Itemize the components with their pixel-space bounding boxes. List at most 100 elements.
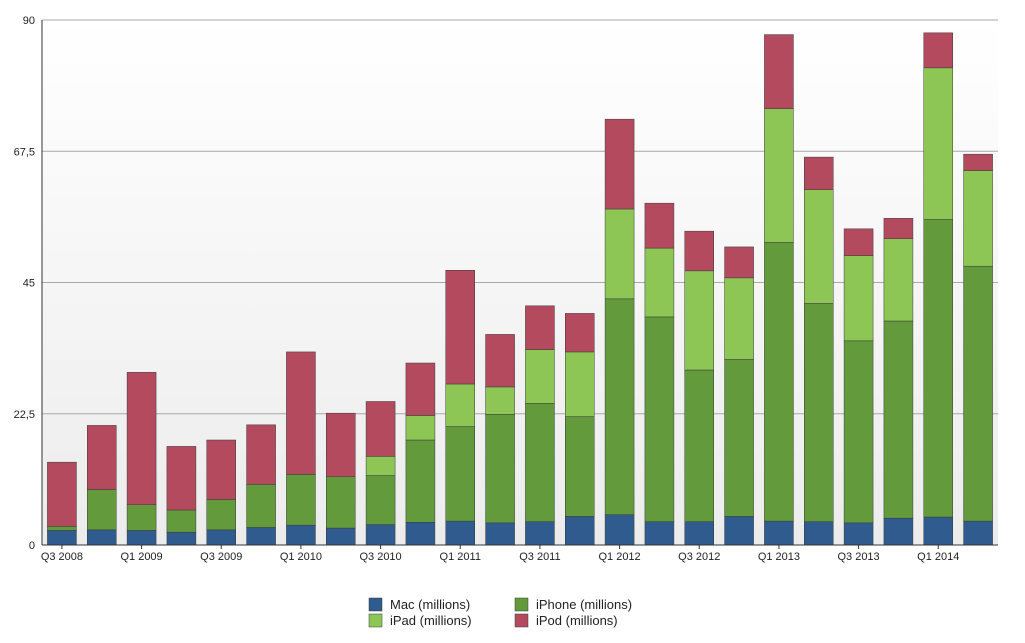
bar-segment-ipod (963, 153, 993, 171)
y-tick-label: 90 (23, 15, 35, 27)
bar-segment-ipod (326, 412, 356, 477)
bar-segment-ipad (883, 238, 914, 322)
bar-segment-iphone (166, 509, 197, 533)
bar-segment-iphone (684, 369, 714, 522)
x-tick-label: Q1 2011 (440, 551, 481, 563)
bar-segment-ipod (47, 461, 77, 527)
bar-segment-ipod (405, 362, 436, 416)
bar-segment-iphone (87, 489, 117, 531)
bar-segment-iphone (644, 316, 675, 522)
legend-label-mac: Mac (millions) (390, 597, 470, 612)
bar-segment-ipad (485, 386, 515, 415)
bar-segment-ipod (87, 425, 117, 490)
bar-segment-ipod (604, 118, 635, 210)
bar-segment-mac (126, 530, 157, 546)
x-tick-label: Q1 2009 (120, 551, 162, 563)
bar-segment-ipod (565, 313, 595, 353)
legend-swatch-ipod (514, 613, 529, 628)
bar-segment-mac (724, 516, 754, 546)
bar-segment-ipod (843, 228, 874, 256)
x-tick-label: Q3 2012 (678, 551, 720, 563)
bar-segment-iphone (565, 416, 595, 517)
bar-segment-ipod (206, 439, 236, 500)
bar-segment-mac (604, 514, 635, 546)
bar-segment-iphone (206, 499, 236, 531)
bar-segment-iphone (525, 403, 555, 522)
bar-segment-iphone (365, 475, 396, 525)
bar-segment-iphone (445, 426, 475, 522)
bar-segment-ipad (445, 383, 475, 427)
bar-segment-iphone (923, 219, 953, 518)
legend-swatch-ipad (368, 613, 383, 628)
bar-segment-mac (525, 521, 555, 546)
bar-segment-iphone (604, 298, 635, 515)
x-tick-label: Q3 2009 (200, 551, 242, 563)
x-tick-label: Q3 2011 (519, 551, 560, 563)
bar-segment-ipad (644, 247, 675, 318)
bar-segment-ipad (804, 189, 834, 304)
bar-segment-iphone (724, 359, 754, 517)
bar-segment-iphone (764, 242, 794, 522)
y-tick-label: 0 (29, 540, 35, 552)
bar-segment-iphone (485, 414, 515, 524)
bar-segment-iphone (963, 265, 993, 522)
bar-segment-ipad (525, 349, 555, 404)
gridlines (42, 19, 998, 415)
bar-segment-mac (326, 527, 356, 546)
bar-segment-ipod (923, 32, 953, 69)
legend: Mac (millions) iPhone (millions) iPad (mil… (368, 597, 632, 628)
bar-segment-ipod (126, 372, 157, 506)
bar-segment-mac (206, 529, 236, 546)
bar-segment-iphone (47, 526, 77, 531)
bar-segment-mac (843, 522, 874, 546)
bar-segment-ipad (963, 170, 993, 267)
bar-segment-ipad (724, 277, 754, 360)
bar-segment-iphone (804, 303, 834, 522)
bar-segment-iphone (405, 439, 436, 523)
bar-segment-ipad (764, 108, 794, 243)
bar-segment-ipad (405, 415, 436, 441)
axes: 0 22,5 45 67,5 90 Q3 2008 Q1 2009 Q3 2009 Q1 201… (14, 15, 998, 563)
y-tick-label: 67,5 (14, 146, 35, 158)
bar-segment-ipod (644, 202, 675, 249)
x-tick-label: Q3 2008 (41, 551, 83, 563)
bar-segment-ipod (485, 334, 515, 388)
bar-segment-mac (804, 521, 834, 546)
bar-segment-ipad (365, 456, 396, 476)
bar-segment-mac (684, 521, 714, 546)
bar-segment-mac (405, 522, 436, 546)
bar-segment-ipad (604, 208, 635, 300)
legend-label-ipad: iPad (millions) (390, 613, 472, 628)
bar-segment-ipod (166, 446, 197, 511)
bar-segment-mac (485, 522, 515, 546)
bar-segment-ipod (684, 230, 714, 272)
bar-segment-iphone (326, 476, 356, 529)
bar-segment-mac (883, 517, 914, 546)
bar-segment-ipod (764, 34, 794, 109)
bar-segment-mac (923, 516, 953, 546)
bar-segment-mac (246, 527, 276, 546)
bar-segment-mac (764, 520, 794, 546)
bar-segment-iphone (246, 484, 276, 528)
bar-segment-ipod (883, 218, 914, 239)
bar-segment-mac (166, 531, 197, 546)
bar-segment-iphone (883, 320, 914, 519)
bar-segment-mac (644, 521, 675, 546)
bar-segment-ipod (445, 270, 475, 385)
y-tick-label: 22,5 (14, 409, 35, 421)
legend-swatch-iphone (514, 597, 529, 612)
bar-segment-ipad (843, 255, 874, 342)
bar-segment-mac (87, 529, 117, 546)
bar-segment-mac (286, 524, 316, 546)
bar-segment-iphone (126, 504, 157, 531)
bar-segment-iphone (286, 474, 316, 526)
bars (47, 32, 993, 546)
bar-segment-ipod (365, 401, 396, 457)
bar-segment-ipod (286, 351, 316, 475)
x-tick-label: Q3 2013 (837, 551, 879, 563)
bar-segment-ipad (565, 351, 595, 417)
bar-segment-mac (365, 524, 396, 546)
legend-swatch-mac (368, 597, 383, 612)
